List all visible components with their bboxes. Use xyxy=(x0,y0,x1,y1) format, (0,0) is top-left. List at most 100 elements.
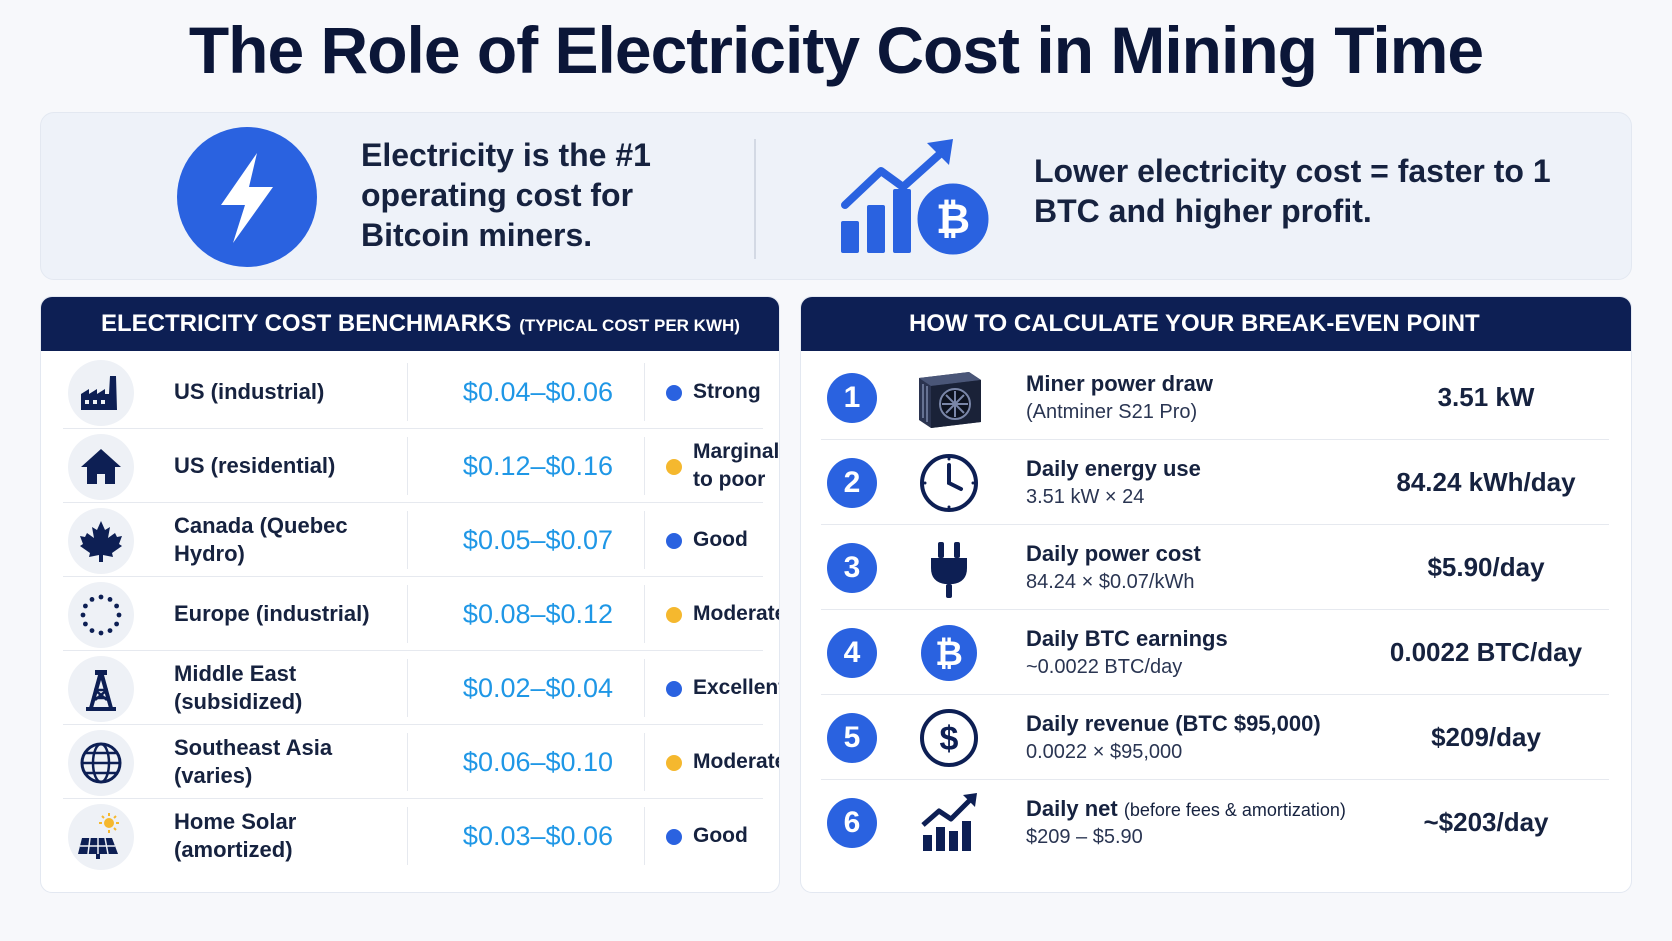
price-range: $0.08–$0.12 xyxy=(462,598,614,629)
step-value: 3.51 kW xyxy=(1437,382,1535,412)
price-range: $0.06–$0.10 xyxy=(462,746,614,777)
step-value: $209/day xyxy=(1431,722,1541,752)
rating-label: Strong xyxy=(693,380,761,403)
price-range: $0.05–$0.07 xyxy=(462,524,614,555)
step-title-text: Miner power draw xyxy=(1026,371,1214,396)
row-divider xyxy=(63,724,763,725)
growth-chart-icon xyxy=(911,785,987,861)
step-title: Daily energy use xyxy=(1026,456,1201,482)
price-range: $0.12–$0.16 xyxy=(462,450,614,481)
summary-right-text: Lower electricity cost = faster to 1 BTC… xyxy=(1034,153,1551,229)
svg-text:$: $ xyxy=(940,720,959,758)
column-divider xyxy=(407,437,408,495)
rating-dot xyxy=(666,829,682,845)
rating-label: Excellent xyxy=(693,676,780,699)
rating-label: Moderate xyxy=(693,602,780,625)
column-divider xyxy=(644,511,645,569)
step-detail: 3.51 kW × 24 xyxy=(1026,486,1145,508)
step-number-badge: 2 xyxy=(827,458,877,508)
region-name: US (residential) xyxy=(174,453,336,478)
page-title: The Role of Electricity Cost in Mining T… xyxy=(188,13,1484,87)
row-divider xyxy=(63,428,763,429)
step-title: Daily net (before fees & amortization) xyxy=(1026,796,1346,822)
step-title-text: Daily power cost xyxy=(1026,541,1201,566)
rating-dot xyxy=(666,607,682,623)
row-divider xyxy=(821,439,1609,440)
step-row: 2 Daily energy use 3.51 kW × 24 84.24 kWh/d… xyxy=(821,440,1609,525)
step-title: Miner power draw xyxy=(1026,371,1213,397)
benchmarks-panel: ELECTRICITY COST BENCHMARKS (TYPICAL COST… xyxy=(40,296,780,893)
step-detail: 0.0022 × $95,000 xyxy=(1026,741,1183,763)
summary-divider xyxy=(754,139,756,259)
summary-left-text: Electricity is the #1 operating cost for… xyxy=(361,137,651,253)
rating-label: Moderate xyxy=(693,750,780,773)
region-name: Southeast Asia (varies) xyxy=(174,735,333,788)
benchmarks-subtitle: (TYPICAL COST PER KWH) xyxy=(519,316,740,335)
step-title-note: (before fees & amortization) xyxy=(1123,800,1346,820)
rating-label: Good xyxy=(693,528,748,551)
step-value: ~$203/day xyxy=(1423,807,1549,837)
row-divider xyxy=(821,694,1609,695)
row-divider xyxy=(63,798,763,799)
step-detail: ~0.0022 BTC/day xyxy=(1026,656,1183,678)
rating-dot xyxy=(666,681,682,697)
benchmark-row: US (residential) $0.12–$0.16 Marginal to p… xyxy=(63,429,779,503)
row-divider xyxy=(821,779,1609,780)
region-name: Middle East (subsidized) xyxy=(174,661,303,714)
eu-stars-icon xyxy=(68,582,134,648)
rating-dot xyxy=(666,385,682,401)
step-value: 84.24 kWh/day xyxy=(1396,467,1576,497)
region-name: Europe (industrial) xyxy=(174,601,370,626)
step-row: 4 ₿ Daily BTC earnings ~0.0022 BTC/day 0.002… xyxy=(821,610,1609,695)
row-divider xyxy=(821,609,1609,610)
price-range: $0.02–$0.04 xyxy=(462,672,614,703)
rating-dot xyxy=(666,533,682,549)
benchmarks-header: ELECTRICITY COST BENCHMARKS (TYPICAL COST… xyxy=(41,297,779,351)
globe-icon xyxy=(68,730,134,796)
row-divider xyxy=(821,524,1609,525)
step-title-text: Daily BTC earnings xyxy=(1026,626,1228,651)
column-divider xyxy=(407,585,408,643)
step-number-badge: 1 xyxy=(827,373,877,423)
svg-text:₿: ₿ xyxy=(935,635,963,673)
dollar-icon: $ xyxy=(911,700,987,776)
rating-dot xyxy=(666,459,682,475)
column-divider xyxy=(644,585,645,643)
factory-icon xyxy=(68,360,134,426)
step-title: Daily power cost xyxy=(1026,541,1201,567)
step-title: Daily BTC earnings xyxy=(1026,626,1228,652)
svg-text:₿: ₿ xyxy=(936,195,970,242)
house-icon xyxy=(68,434,134,500)
price-range: $0.03–$0.06 xyxy=(462,820,614,851)
asic-miner-icon xyxy=(911,360,987,436)
rating-label: Marginal to poor xyxy=(693,440,780,491)
column-divider xyxy=(644,733,645,791)
benchmark-row: Middle East (subsidized) $0.02–$0.04 Excel… xyxy=(63,651,779,725)
clock-icon xyxy=(911,445,987,521)
column-divider xyxy=(407,733,408,791)
step-row: 5 $ Daily revenue (BTC $95,000) 0.0022 × $9… xyxy=(821,695,1609,780)
column-divider xyxy=(407,807,408,865)
summary-panel: Electricity is the #1 operating cost for… xyxy=(40,112,1632,280)
column-divider xyxy=(644,807,645,865)
benchmark-row: Home Solar (amortized) $0.03–$0.06 Good xyxy=(63,799,763,873)
price-range: $0.04–$0.06 xyxy=(462,376,614,407)
column-divider xyxy=(407,511,408,569)
bitcoin-icon: ₿ xyxy=(911,615,987,691)
column-divider xyxy=(644,659,645,717)
plug-icon xyxy=(911,530,987,606)
row-divider xyxy=(63,650,763,651)
breakeven-header: HOW TO CALCULATE YOUR BREAK-EVEN POINT xyxy=(801,297,1631,351)
benchmark-row: Southeast Asia (varies) $0.06–$0.10 Modera… xyxy=(63,725,779,799)
benchmark-row: Canada (Quebec Hydro) $0.05–$0.07 Good xyxy=(63,503,763,577)
column-divider xyxy=(644,437,645,495)
benchmark-row: Europe (industrial) $0.08–$0.12 Moderate xyxy=(63,577,779,651)
maple-leaf-icon xyxy=(68,508,134,574)
step-number-badge: 3 xyxy=(827,543,877,593)
step-number-badge: 5 xyxy=(827,713,877,763)
region-name: Home Solar (amortized) xyxy=(174,809,297,862)
step-value: 0.0022 BTC/day xyxy=(1389,637,1583,667)
row-divider xyxy=(63,576,763,577)
step-row: 3 Daily power cost 84.24 × $0.07/kWh $5.90/… xyxy=(821,525,1609,610)
step-number-badge: 4 xyxy=(827,628,877,678)
